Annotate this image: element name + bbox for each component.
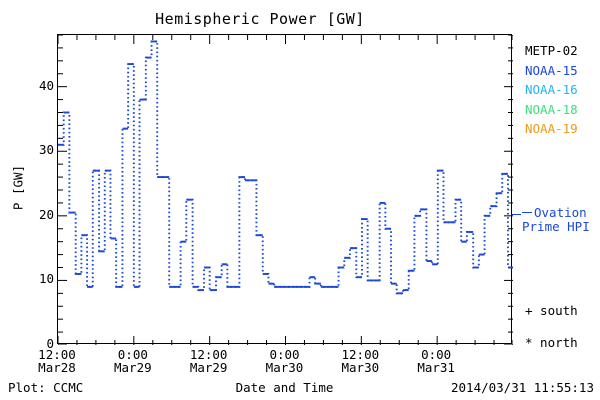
x-tick-label: 12:00 Mar29 (164, 348, 254, 374)
x-axis-title: Date and Time (235, 380, 334, 395)
x-axis-ticks (58, 35, 513, 345)
legend-entry-noaa-16: NOAA-16 (525, 82, 578, 97)
x-tick-date: Mar29 (189, 360, 228, 375)
legend-ovation-line1: Ovation (534, 205, 587, 220)
x-tick-time: 0:00 (117, 347, 148, 362)
plot-svg (58, 35, 513, 345)
x-tick-date: Mar29 (114, 360, 152, 375)
legend-entry-noaa-18: NOAA-18 (525, 101, 578, 117)
footer-plot-source: Plot: CCMC (8, 380, 84, 395)
legend-entry-metp-02: METP-02 (525, 43, 578, 58)
x-tick-time: 12:00 (38, 347, 76, 362)
legend-satellites: METP-02 NOAA-15 NOAA-16 NOAA-18 NOAA-19 (525, 41, 600, 139)
x-tick-label: 0:00 Mar29 (88, 348, 178, 374)
y-tick-label: 30 (38, 142, 54, 158)
x-tick-time: 0:00 (269, 347, 300, 362)
y-tick-label: 40 (38, 77, 54, 93)
y-tick-label: 0 (46, 336, 54, 351)
legend-ovation-prime-hpi: Ovation Prime HPI (522, 206, 600, 233)
x-tick-label: 12:00 Mar28 (12, 348, 102, 374)
x-tick-label: 12:00 Mar30 (315, 348, 405, 374)
x-tick-date: Mar28 (38, 360, 76, 375)
x-tick-time: 0:00 (421, 347, 452, 362)
x-tick-date: Mar30 (341, 360, 380, 375)
x-tick-date: Mar30 (265, 360, 304, 375)
y-axis-tick-labels: 0 10 20 30 40 (14, 34, 54, 350)
x-tick-label: 0:00 Mar30 (240, 348, 330, 374)
ovation-axis-marker (512, 214, 521, 215)
y-tick-label: 20 (38, 206, 54, 222)
data-series-ovation-prime-hpi (58, 40, 513, 295)
series-path (58, 40, 513, 295)
y-axis-title: P [GW] (10, 164, 26, 211)
legend-entry-noaa-15: NOAA-15 (525, 62, 578, 78)
plot-area (57, 34, 513, 345)
y-axis-ticks (58, 35, 513, 345)
footer-timestamp: 2014/03/31 11:55:13 (451, 380, 594, 395)
x-tick-time: 12:00 (189, 347, 228, 362)
x-axis-tick-labels: 12:00 Mar28 0:00 Mar29 12:00 Mar29 0:00 Mar30 12… (0, 348, 600, 378)
chart-title: Hemispheric Power [GW] (155, 10, 365, 28)
legend-marker-entry: + south (525, 303, 578, 318)
x-tick-label: 0:00 Mar31 (391, 348, 481, 374)
legend-markers: + south * north (525, 295, 600, 359)
legend-ovation-line2: Prime HPI (522, 218, 590, 234)
x-tick-time: 12:00 (341, 347, 380, 362)
ovation-line-swatch (522, 212, 532, 213)
legend-marker-entry: * north (525, 335, 578, 350)
x-tick-date: Mar31 (417, 360, 455, 375)
legend-entry-noaa-19: NOAA-19 (525, 121, 578, 136)
y-tick-label: 10 (38, 271, 54, 287)
